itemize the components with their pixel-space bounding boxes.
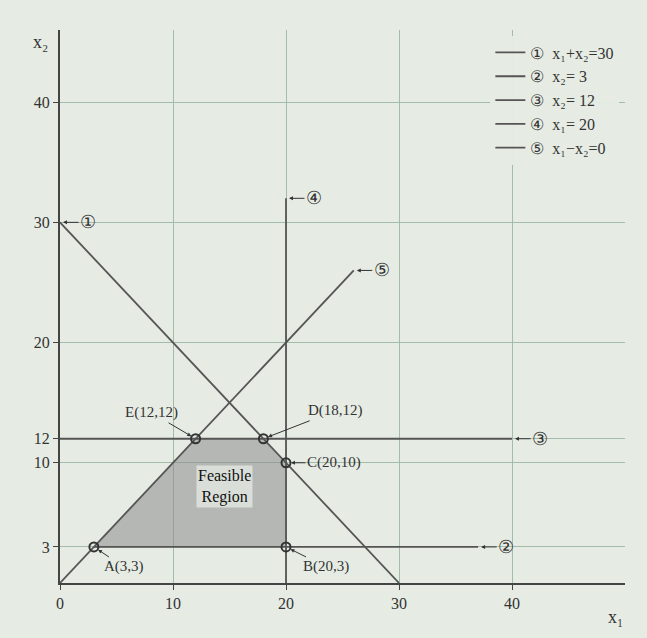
svg-text:0: 0 xyxy=(56,595,64,612)
svg-text:30: 30 xyxy=(391,595,407,612)
svg-text:②: ② xyxy=(498,537,514,557)
svg-text:⑤: ⑤ xyxy=(374,260,390,280)
svg-text:A(3,3): A(3,3) xyxy=(104,558,144,575)
svg-text:10: 10 xyxy=(34,454,50,471)
svg-text:④ x₁= 20: ④ x₁= 20 xyxy=(530,116,595,133)
svg-text:⑤ x₁−x₂=0: ⑤ x₁−x₂=0 xyxy=(530,140,605,157)
svg-text:x₂: x₂ xyxy=(33,32,48,52)
svg-text:12: 12 xyxy=(34,430,50,447)
svg-text:30: 30 xyxy=(34,214,50,231)
svg-text:① x₁+x₂=30: ① x₁+x₂=30 xyxy=(530,45,613,62)
svg-text:D(18,12): D(18,12) xyxy=(308,402,363,419)
svg-text:③ x₂= 12: ③ x₂= 12 xyxy=(530,92,595,109)
svg-text:20: 20 xyxy=(34,334,50,351)
svg-text:10: 10 xyxy=(165,595,181,612)
svg-text:①: ① xyxy=(80,212,96,232)
svg-text:② x₂= 3: ② x₂= 3 xyxy=(530,68,587,85)
svg-text:20: 20 xyxy=(278,595,294,612)
svg-text:④: ④ xyxy=(306,188,322,208)
svg-text:FeasibleRegion: FeasibleRegion xyxy=(198,467,251,506)
svg-text:40: 40 xyxy=(504,595,520,612)
svg-text:x₁: x₁ xyxy=(608,607,623,627)
svg-text:3: 3 xyxy=(42,539,50,556)
svg-text:40: 40 xyxy=(34,94,50,111)
svg-text:C(20,10): C(20,10) xyxy=(307,454,361,471)
svg-text:B(20,3): B(20,3) xyxy=(303,558,349,575)
svg-text:E(12,12): E(12,12) xyxy=(125,404,178,421)
svg-text:③: ③ xyxy=(532,429,548,449)
